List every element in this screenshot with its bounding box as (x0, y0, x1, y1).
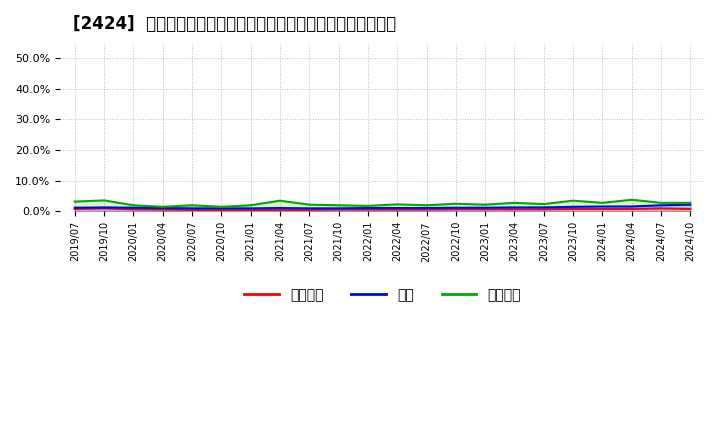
買入債務 (569, 198, 577, 203)
買入債務 (510, 200, 519, 205)
買入債務 (393, 202, 402, 207)
在庫 (627, 204, 636, 209)
売上債権 (71, 206, 79, 212)
売上債権 (100, 205, 109, 211)
売上債権 (686, 206, 695, 212)
買入債務 (539, 202, 548, 207)
買入債務 (598, 200, 607, 205)
Text: [2424]  売上債権、在庫、買入債務の総資産に対する比率の推移: [2424] 売上債権、在庫、買入債務の総資産に対する比率の推移 (73, 15, 396, 33)
買入債務 (158, 204, 167, 209)
在庫 (100, 205, 109, 210)
在庫 (158, 205, 167, 211)
買入債務 (246, 203, 255, 208)
売上債権 (627, 206, 636, 212)
Line: 在庫: 在庫 (75, 205, 690, 208)
Line: 売上債権: 売上債権 (75, 208, 690, 210)
売上債権 (158, 207, 167, 212)
売上債権 (334, 207, 343, 212)
買入債務 (100, 198, 109, 203)
買入債務 (451, 201, 460, 206)
売上債権 (305, 207, 314, 213)
在庫 (129, 205, 138, 210)
在庫 (657, 203, 665, 208)
売上債権 (598, 206, 607, 212)
在庫 (481, 205, 490, 210)
売上債権 (539, 207, 548, 212)
売上債権 (246, 207, 255, 213)
買入債務 (276, 198, 284, 203)
在庫 (422, 205, 431, 211)
Legend: 売上債権, 在庫, 買入債務: 売上債権, 在庫, 買入債務 (238, 282, 526, 308)
売上債権 (276, 207, 284, 213)
在庫 (539, 205, 548, 210)
買入債務 (71, 199, 79, 204)
在庫 (305, 205, 314, 211)
在庫 (334, 205, 343, 211)
買入債務 (305, 202, 314, 207)
買入債務 (686, 200, 695, 205)
買入債務 (657, 200, 665, 205)
在庫 (686, 202, 695, 207)
買入債務 (129, 203, 138, 208)
売上債権 (481, 207, 490, 212)
買入債務 (627, 197, 636, 202)
在庫 (71, 205, 79, 210)
在庫 (217, 205, 225, 211)
売上債権 (364, 207, 372, 212)
売上債権 (129, 207, 138, 212)
在庫 (246, 205, 255, 211)
在庫 (569, 204, 577, 209)
売上債権 (569, 206, 577, 212)
在庫 (393, 205, 402, 211)
売上債権 (422, 207, 431, 212)
買入債務 (334, 203, 343, 208)
売上債権 (217, 207, 225, 213)
在庫 (510, 205, 519, 210)
買入債務 (422, 203, 431, 208)
Line: 買入債務: 買入債務 (75, 200, 690, 207)
買入債務 (217, 204, 225, 209)
買入債務 (481, 202, 490, 207)
買入債務 (364, 203, 372, 209)
買入債務 (188, 203, 197, 208)
在庫 (188, 205, 197, 211)
売上債権 (393, 207, 402, 212)
売上債権 (188, 207, 197, 213)
在庫 (276, 205, 284, 211)
在庫 (451, 205, 460, 210)
在庫 (598, 204, 607, 209)
在庫 (364, 205, 372, 211)
売上債権 (451, 207, 460, 212)
売上債権 (657, 205, 665, 211)
売上債権 (510, 207, 519, 212)
